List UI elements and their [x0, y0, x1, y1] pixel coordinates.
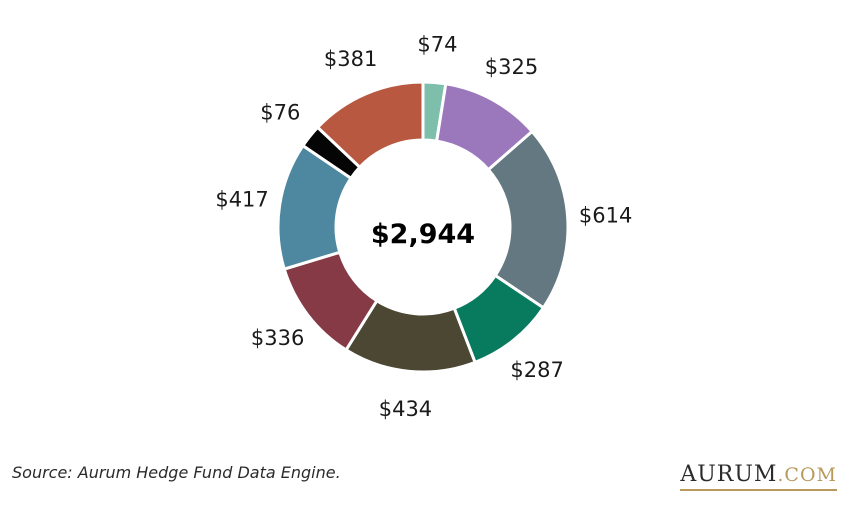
slice-value-label-2: $325 [485, 55, 538, 79]
brand-logo[interactable]: AURUM.COM [680, 462, 837, 491]
slice-value-label-1: $74 [417, 33, 457, 57]
slice-value-label-4: $287 [510, 358, 563, 382]
slice-value-label-9: $381 [324, 47, 377, 71]
donut-slice-9[interactable] [315, 80, 425, 170]
brand-name: AURUM [680, 462, 778, 487]
total-value-label: $2,944 [371, 219, 475, 250]
donut-chart-svg: $74 $325 $614 $287 $434 $336 $417 $76 $381 $2,94… [215, 33, 632, 422]
source-note: Source: Aurum Hedge Fund Data Engine. [12, 463, 341, 482]
slice-value-label-3: $614 [579, 203, 632, 227]
brand-domain: .COM [777, 464, 837, 486]
labels-layer: $74 $325 $614 $287 $434 $336 $417 $76 $381 [215, 33, 632, 422]
slice-value-label-5: $434 [379, 397, 432, 421]
slice-value-label-6: $336 [251, 326, 304, 350]
slices-layer [276, 80, 570, 374]
donut-chart: $74 $325 $614 $287 $434 $336 $417 $76 $381 $2,94… [215, 33, 632, 422]
slice-value-label-7: $417 [215, 188, 268, 212]
slice-value-label-8: $76 [260, 100, 300, 124]
